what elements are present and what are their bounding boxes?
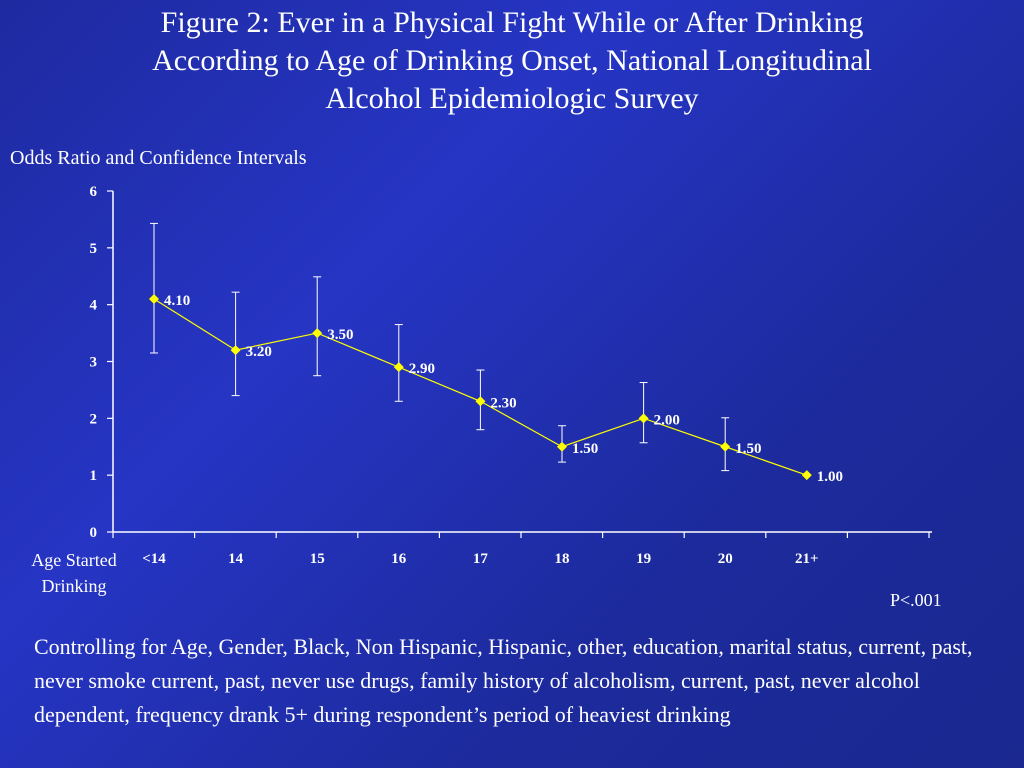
data-label: 3.20 [246,344,272,360]
y-axis-label: Odds Ratio and Confidence Intervals [10,147,307,169]
x-axis-label-line-2: Drinking [41,576,107,596]
title-line-2: According to Age of Drinking Onset, Nati… [152,44,872,77]
y-tick-label: 2 [90,411,98,427]
data-point [638,413,649,424]
y-tick-label: 6 [90,184,98,200]
y-tick-label: 0 [90,525,98,541]
x-tick-label: 14 [228,551,244,567]
data-label: 2.00 [654,412,680,428]
data-point [312,328,323,339]
data-label: 2.90 [409,361,435,377]
x-tick-label: 18 [555,551,570,567]
x-tick-label: 15 [310,551,325,567]
x-tick-label: 19 [636,551,651,567]
x-tick-label: 20 [718,551,733,567]
title-line-1: Figure 2: Ever in a Physical Fight While… [160,6,864,39]
data-label: 1.50 [735,441,761,457]
y-tick-label: 3 [90,355,98,371]
x-tick-label: <14 [142,551,166,567]
data-label: 1.50 [572,441,598,457]
data-point [393,362,404,373]
x-axis-label: Age Started Drinking [14,547,134,599]
x-axis-label-line-1: Age Started [31,550,117,570]
data-point [801,470,812,481]
x-tick-label: 16 [391,551,407,567]
data-point [149,293,159,304]
data-point [720,441,731,452]
data-point [557,441,567,452]
x-tick-label: 21+ [795,551,819,567]
title-line-3: Alcohol Epidemiologic Survey [325,82,699,115]
y-tick-label: 4 [90,298,98,314]
data-point [475,396,486,407]
data-point [230,345,241,356]
y-tick-label: 5 [90,241,98,257]
data-label: 3.50 [327,327,353,343]
data-label: 4.10 [164,293,190,309]
x-tick-label: 17 [473,551,489,567]
data-label: 1.00 [817,469,843,485]
data-label: 2.30 [490,395,516,411]
footnote: Controlling for Age, Gender, Black, Non … [34,634,973,727]
y-tick-label: 1 [90,468,98,484]
p-value: P<.001 [890,590,942,610]
chart-title: Figure 2: Ever in a Physical Fight While… [0,4,1024,118]
